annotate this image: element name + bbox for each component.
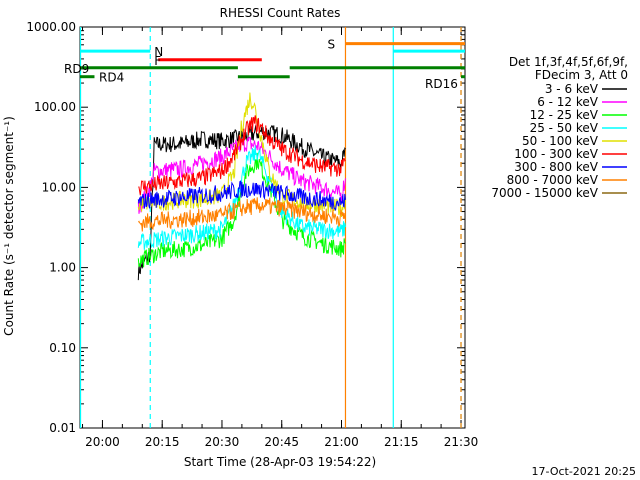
footer-date: 17-Oct-2021 20:25 [532,465,636,478]
y-tick-label: 10.00 [42,180,76,194]
legend-entry-label: 800 - 7000 keV [507,173,599,187]
legend-entry-label: 7000 - 15000 keV [491,186,598,200]
annotation-rd4: RD4 [99,71,124,85]
x-tick-label: 21:15 [384,435,419,449]
y-tick-label: 1000.00 [26,20,76,34]
legend-entry-label: 12 - 25 keV [530,108,599,122]
legend-entry-label: 3 - 6 keV [545,82,599,96]
y-tick-label: 1.00 [49,261,76,275]
legend: Det 1f,3f,4f,5f,6f,9f,FDecim 3, Att 03 -… [491,55,628,200]
annotation-rd16: RD16 [425,77,458,91]
plot-area: 0.01 0.10 1.00 10.00 100.00 1000.00 20:00 20:15… [26,20,478,449]
series-line-6 [137,180,346,211]
chart-title: RHESSI Count Rates [220,6,341,20]
y-axis-label: Count Rate (s⁻¹ detector segment⁻¹) [2,116,16,336]
x-tick-label: 21:00 [324,435,359,449]
legend-header: FDecim 3, Att 0 [535,68,628,82]
series-line-4 [137,92,346,218]
x-tick-label: 21:30 [444,435,479,449]
y-tick-label: 0.01 [49,421,76,435]
series-line-2 [137,152,346,268]
series-line-1 [137,136,346,214]
x-axis-label: Start Time (28-Apr-03 19:54:22) [184,455,376,469]
x-tick-label: 20:00 [85,435,120,449]
legend-entry-label: 100 - 300 keV [514,147,598,161]
annotation-rd9: RD9 [64,62,89,76]
legend-entry-label: 25 - 50 keV [530,121,599,135]
x-tick-label: 20:30 [205,435,240,449]
legend-header: Det 1f,3f,4f,5f,6f,9f, [509,55,628,69]
annotation-n: N [154,45,163,59]
legend-entry-label: 50 - 100 keV [522,134,599,148]
annotation-s: S [327,38,335,52]
x-tick-label: 20:45 [264,435,299,449]
series-line-5 [138,115,346,196]
legend-entry-label: 300 - 800 keV [514,160,598,174]
legend-entry-label: 6 - 12 keV [537,95,599,109]
annotation-f: F [154,54,161,68]
series-line-3 [137,145,346,250]
y-tick-label: 0.10 [49,341,76,355]
x-tick-label: 20:15 [145,435,180,449]
y-tick-label: 100.00 [34,100,76,114]
series-line-7 [137,197,346,232]
